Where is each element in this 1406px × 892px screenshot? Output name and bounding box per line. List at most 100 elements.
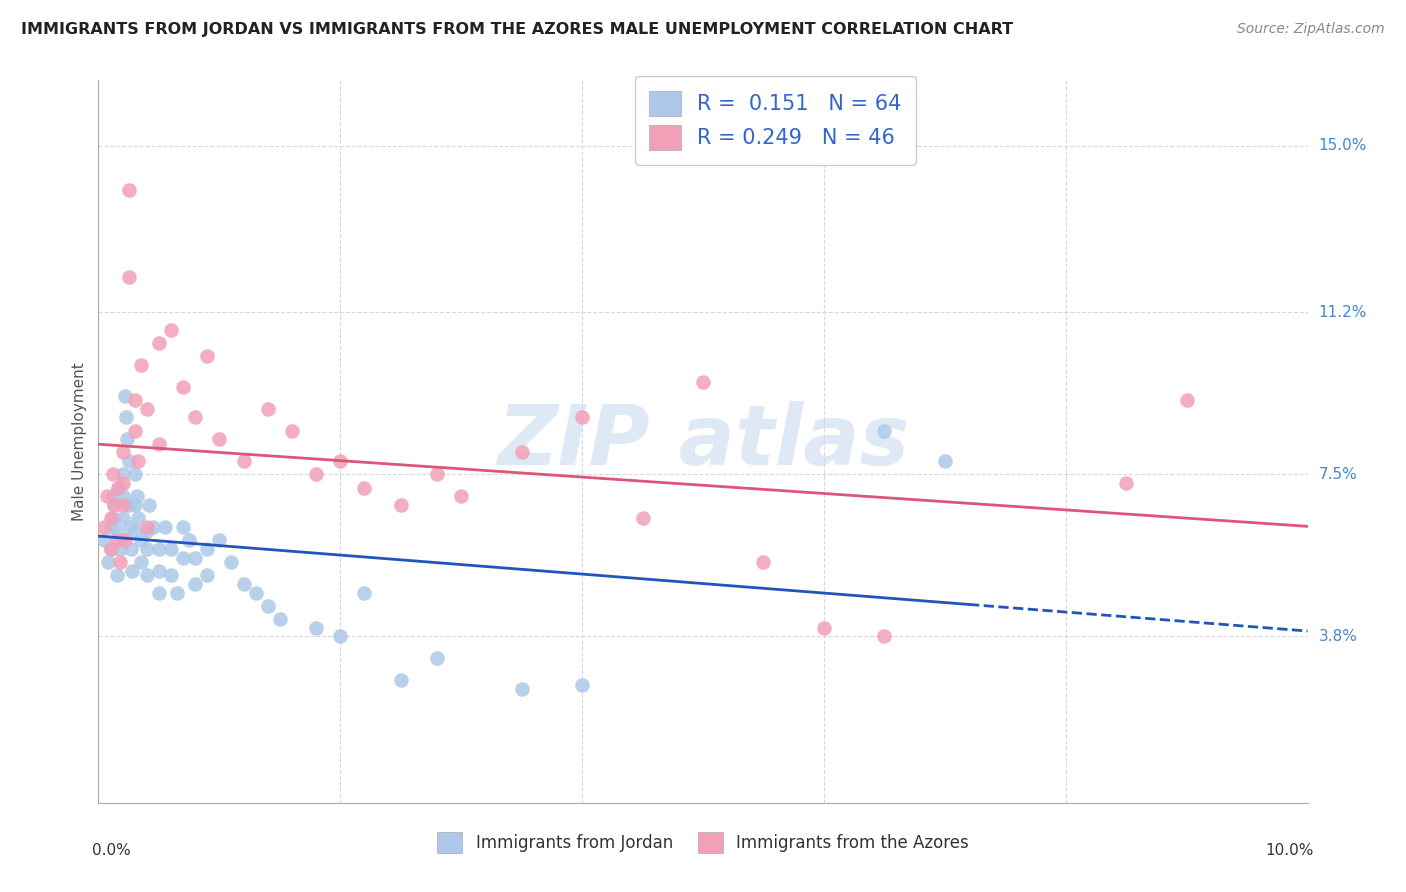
Text: 0.0%: 0.0%	[93, 843, 131, 857]
Point	[135, 401, 157, 416]
Point	[184, 550, 207, 565]
Point	[129, 358, 152, 372]
Text: 11.2%: 11.2%	[1319, 305, 1367, 320]
Point	[138, 498, 160, 512]
Point	[101, 467, 124, 482]
Point	[124, 467, 146, 482]
Point	[105, 524, 128, 539]
Point	[184, 410, 207, 425]
Point	[127, 454, 149, 468]
Point	[389, 498, 412, 512]
Point	[510, 681, 533, 696]
Point	[148, 564, 170, 578]
Point	[269, 612, 291, 626]
Point	[117, 433, 139, 447]
Point	[111, 533, 134, 547]
Point	[256, 401, 278, 416]
Point	[172, 380, 194, 394]
Point	[148, 541, 170, 556]
Point	[111, 445, 134, 459]
Text: 7.5%: 7.5%	[1319, 467, 1357, 482]
Point	[135, 541, 157, 556]
Point	[389, 673, 412, 688]
Point	[329, 629, 352, 643]
Point	[100, 511, 122, 525]
Point	[305, 467, 328, 482]
Point	[107, 481, 129, 495]
Point	[172, 550, 194, 565]
Point	[107, 481, 129, 495]
Point	[93, 520, 115, 534]
Point	[208, 533, 231, 547]
Point	[142, 520, 165, 534]
Text: Source: ZipAtlas.com: Source: ZipAtlas.com	[1237, 22, 1385, 37]
Point	[105, 568, 128, 582]
Point	[111, 489, 134, 503]
Point	[105, 533, 128, 547]
Text: 10.0%: 10.0%	[1265, 843, 1313, 857]
Point	[148, 436, 170, 450]
Point	[135, 524, 157, 539]
Text: IMMIGRANTS FROM JORDAN VS IMMIGRANTS FROM THE AZORES MALE UNEMPLOYMENT CORRELATI: IMMIGRANTS FROM JORDAN VS IMMIGRANTS FRO…	[21, 22, 1014, 37]
Point	[148, 336, 170, 351]
Point	[111, 498, 134, 512]
Point	[160, 568, 183, 582]
Point	[153, 520, 176, 534]
Legend: Immigrants from Jordan, Immigrants from the Azores: Immigrants from Jordan, Immigrants from …	[430, 826, 976, 860]
Point	[221, 555, 243, 569]
Point	[129, 533, 152, 547]
Point	[114, 388, 136, 402]
Point	[195, 541, 218, 556]
Point	[1115, 476, 1137, 491]
Point	[100, 541, 122, 556]
Point	[124, 424, 146, 438]
Point	[692, 376, 714, 390]
Point	[114, 533, 136, 547]
Point	[121, 564, 143, 578]
Point	[111, 467, 134, 482]
Point	[124, 392, 146, 407]
Point	[118, 454, 141, 468]
Y-axis label: Male Unemployment: Male Unemployment	[72, 362, 87, 521]
Point	[124, 498, 146, 512]
Point	[813, 621, 835, 635]
Point	[631, 511, 654, 525]
Point	[256, 599, 278, 613]
Point	[100, 541, 122, 556]
Point	[571, 410, 593, 425]
Point	[873, 629, 896, 643]
Point	[101, 489, 124, 503]
Point	[510, 445, 533, 459]
Point	[96, 489, 118, 503]
Point	[934, 454, 956, 468]
Point	[450, 489, 472, 503]
Point	[353, 585, 375, 599]
Point	[166, 585, 188, 599]
Point	[232, 577, 254, 591]
Point	[160, 323, 183, 337]
Point	[148, 585, 170, 599]
Point	[108, 541, 131, 556]
Point	[752, 555, 775, 569]
Point	[184, 577, 207, 591]
Text: ZIP atlas: ZIP atlas	[496, 401, 910, 482]
Point	[245, 585, 267, 599]
Point	[571, 677, 593, 691]
Point	[129, 555, 152, 569]
Point	[305, 621, 328, 635]
Point	[172, 520, 194, 534]
Point	[329, 454, 352, 468]
Point	[232, 454, 254, 468]
Point	[120, 541, 142, 556]
Point	[118, 520, 141, 534]
Point	[179, 533, 201, 547]
Text: 15.0%: 15.0%	[1319, 138, 1367, 153]
Point	[135, 520, 157, 534]
Point	[195, 568, 218, 582]
Point	[353, 481, 375, 495]
Point	[108, 555, 131, 569]
Point	[160, 541, 183, 556]
Point	[873, 424, 896, 438]
Point	[101, 511, 124, 525]
Point	[100, 520, 122, 534]
